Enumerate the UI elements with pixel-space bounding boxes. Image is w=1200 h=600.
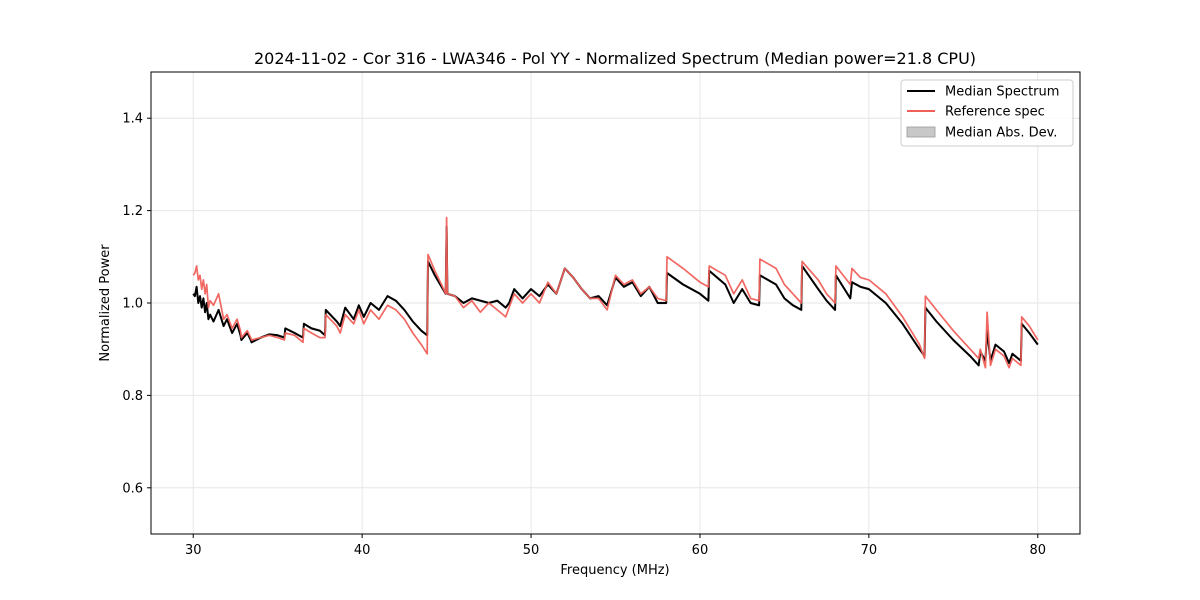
y-tick-label: 1.2: [122, 204, 143, 219]
ticks: 30 40 50 60 70 80 0.6 0.8 1.0 1.2 1.4: [122, 112, 1046, 558]
legend-box: [900, 79, 1074, 147]
median-spectrum-line: [192, 225, 1039, 367]
legend-label-reference: Reference spec: [945, 105, 1045, 120]
x-tick-label: 70: [861, 543, 878, 558]
legend: Median Spectrum Reference spec Median Ab…: [900, 79, 1074, 147]
legend-label-median: Median Spectrum: [945, 85, 1059, 100]
x-tick-label: 60: [692, 543, 709, 558]
median-abs-dev-band: [193, 225, 1038, 367]
y-tick-label: 0.6: [122, 481, 143, 496]
y-tick-label: 1.4: [122, 112, 143, 127]
mad-band-area: [193, 225, 1038, 367]
x-tick-label: 50: [523, 543, 540, 558]
x-tick-label: 30: [185, 543, 202, 558]
x-axis-label: Frequency (MHz): [560, 563, 669, 578]
x-tick-label: 40: [354, 543, 371, 558]
y-axis-label: Normalized Power: [98, 244, 113, 362]
series-group: [192, 216, 1039, 369]
x-tick-label: 80: [1029, 543, 1046, 558]
reference-spectrum-line: [192, 216, 1039, 369]
chart-title: 2024-11-02 - Cor 316 - LWA346 - Pol YY -…: [254, 49, 976, 68]
legend-label-mad: Median Abs. Dev.: [945, 126, 1057, 141]
legend-swatch-mad: [906, 126, 936, 138]
y-tick-label: 0.8: [122, 389, 143, 404]
y-tick-label: 1.0: [122, 297, 143, 312]
